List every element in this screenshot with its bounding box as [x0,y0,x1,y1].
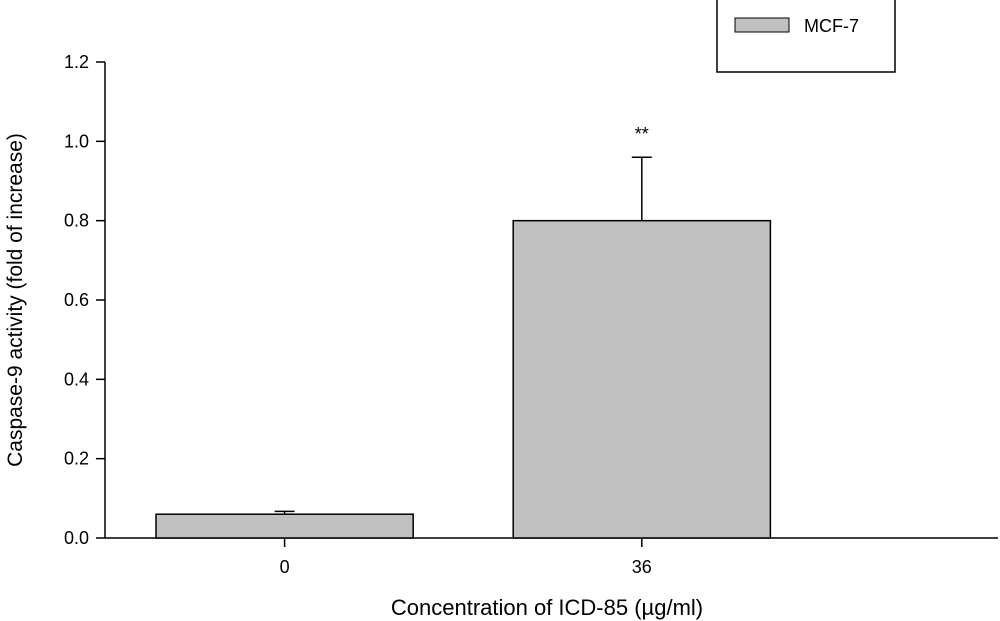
y-tick-label: 0.2 [64,449,89,469]
bars [155,219,772,539]
annotations: ** [635,124,649,144]
y-tick-label: 0.8 [64,211,89,231]
y-tick-label: 0.4 [64,369,89,389]
y-tick-label: 1.2 [64,52,89,72]
legend-swatch [734,17,790,33]
error-bars [274,156,652,515]
y-tick-label: 0.0 [64,528,89,548]
x-axis: 0 36 [105,537,998,577]
y-axis: 0.0 0.2 0.4 0.6 0.8 1.0 1.2 [64,52,106,548]
x-axis-title: Concentration of ICD-85 (µg/ml) [391,595,703,620]
significance-label: ** [635,124,649,144]
y-axis-title: Caspase-9 activity (fold of increase) [4,133,27,467]
legend-label: MCF-7 [804,16,859,36]
legend: MCF-7 [716,0,896,73]
y-tick-label: 1.0 [64,131,89,151]
x-tick-label: 0 [280,557,290,577]
legend-box [716,0,896,73]
bar [155,513,414,539]
bar [512,219,772,539]
x-tick-label: 36 [632,557,652,577]
y-tick-label: 0.6 [64,290,89,310]
